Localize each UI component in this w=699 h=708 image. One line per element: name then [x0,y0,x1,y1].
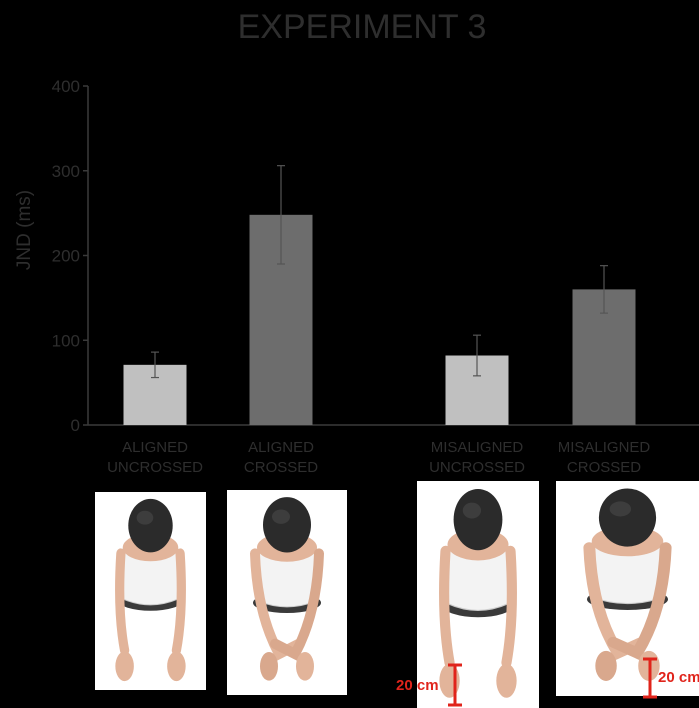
x-tick-label: MISALIGNED [431,439,524,456]
x-tick-label: UNCROSSED [429,459,525,476]
x-tick-labels: ALIGNED UNCROSSED ALIGNED CROSSED MISALIGNED… [107,439,650,476]
y-axis-label: JND (ms) [14,190,35,270]
x-tick-label: MISALIGNED [558,439,651,456]
scale-label-1: 20 cm [396,677,439,694]
scale-marker-1 [448,663,462,707]
y-tick-label: 200 [52,247,80,266]
x-tick-label: CROSSED [567,459,641,476]
x-tick-label: CROSSED [244,459,318,476]
y-tick-label: 0 [71,416,80,435]
x-tick-label: UNCROSSED [107,459,203,476]
chart-title: EXPERIMENT 3 [238,8,487,46]
scale-marker-2 [643,657,657,699]
y-tick-label: 300 [52,162,80,181]
scale-label-2: 20 cm [658,669,699,686]
bars [123,165,636,425]
y-tick-label: 100 [52,331,80,350]
misaligned-crossed-posture-image [556,481,699,696]
misaligned-uncrossed-posture-image [417,481,539,708]
x-tick-label: ALIGNED [122,439,188,456]
aligned-uncrossed-posture-image [95,492,206,690]
x-tick-label: ALIGNED [248,439,314,456]
y-tick-label: 400 [52,77,80,96]
aligned-crossed-posture-image [227,490,347,695]
